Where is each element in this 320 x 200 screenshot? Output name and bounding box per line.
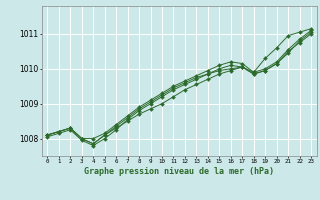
- X-axis label: Graphe pression niveau de la mer (hPa): Graphe pression niveau de la mer (hPa): [84, 167, 274, 176]
